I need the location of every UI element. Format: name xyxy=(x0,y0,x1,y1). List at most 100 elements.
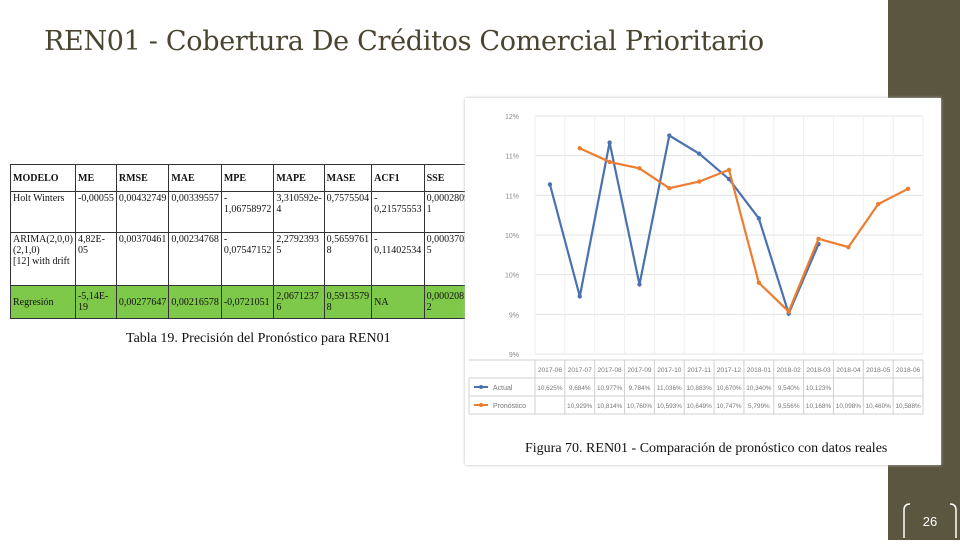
data-label: 10,747% xyxy=(716,403,742,410)
table-header-cell: ME xyxy=(75,164,117,192)
data-label: 10,670% xyxy=(716,385,742,392)
data-point xyxy=(577,294,582,299)
data-label: 10,929% xyxy=(567,403,593,410)
y-tick-label: 11% xyxy=(506,154,520,161)
x-tick-label: 2018-01 xyxy=(747,367,772,374)
data-point xyxy=(547,182,553,187)
table-cell: -0,00055 xyxy=(75,191,117,233)
table-cell: -0,0721051 xyxy=(220,285,275,319)
data-point xyxy=(726,167,732,173)
page-brackets xyxy=(903,503,957,538)
data-label: 10,340% xyxy=(746,385,772,392)
data-label: 10,977% xyxy=(597,385,623,392)
precision-table-container: MODELO ME RMSE MAE MPE MAPE MASE ACF1 SSE Holt Wi… xyxy=(10,164,473,319)
table-header-row: MODELO ME RMSE MAE MPE MAPE MASE ACF1 SSE xyxy=(10,164,473,192)
figure-caption: Figura 70. REN01 - Comparación de pronós… xyxy=(525,441,888,456)
table-cell: 0,00339557 xyxy=(168,191,222,233)
table-cell: 0,0002081 2 xyxy=(423,285,473,319)
y-tick-label: 12% xyxy=(505,114,519,121)
x-tick-label: 2017-11 xyxy=(687,367,711,374)
table-header-cell: SSE xyxy=(423,164,473,192)
data-label: 9,784% xyxy=(629,385,651,392)
x-tick-label: 2017-06 xyxy=(538,367,563,374)
precision-table: MODELO ME RMSE MAE MPE MAPE MASE ACF1 SSE Holt Wi… xyxy=(10,164,473,319)
table-caption: Tabla 19. Precisión del Pronóstico para … xyxy=(126,331,391,346)
forecast-chart: 12% 11% 11% 10% 10% 9% 9% 2017-06 2017-07 2017-08… xyxy=(468,114,924,415)
table-cell: 0,00432749 xyxy=(115,191,170,233)
table-row: ARIMA(2,0,0) (2,1,0) [12] with drift 4,82… xyxy=(10,232,473,286)
data-label: 9,684% xyxy=(569,385,591,392)
data-label: 10,649% xyxy=(687,403,713,410)
y-tick-label: 10% xyxy=(505,233,519,240)
table-cell: 2,0671237 6 xyxy=(273,285,325,319)
table-header-cell: MPE xyxy=(220,164,275,192)
data-label: 10,883% xyxy=(687,385,713,392)
legend-marker xyxy=(479,403,483,407)
table-cell: - 0,21575553 xyxy=(371,191,425,233)
table-cell: Holt Winters xyxy=(10,191,76,233)
x-tick-label: 2018-04 xyxy=(836,367,861,374)
data-label: 9,540% xyxy=(778,385,800,392)
data-point xyxy=(696,151,702,156)
table-header-cell: MAPE xyxy=(273,164,325,192)
table-cell: ARIMA(2,0,0) (2,1,0) [12] with drift xyxy=(10,232,76,286)
data-point xyxy=(577,146,582,151)
data-point xyxy=(637,282,642,287)
y-tick-label: 9% xyxy=(509,352,519,359)
x-tick-label: 2017-07 xyxy=(568,367,593,374)
legend-label: Pronóstico xyxy=(493,403,526,410)
table-cell: 0,5659761 8 xyxy=(323,232,373,286)
table-cell: 0,7575504 xyxy=(323,191,373,233)
data-point xyxy=(816,236,821,242)
table-cell: - 1,06758972 xyxy=(220,191,275,233)
data-label: 10,123% xyxy=(806,385,832,392)
table-row: Holt Winters -0,00055 0,00432749 0,00339557… xyxy=(10,191,473,233)
table-cell: 0,00234768 xyxy=(168,232,222,286)
data-point xyxy=(876,201,881,207)
data-point xyxy=(637,166,642,171)
y-tick-label: 11% xyxy=(506,193,520,200)
data-label: 10,593% xyxy=(657,403,683,410)
table-cell: 0,0002809 1 xyxy=(423,191,473,233)
table-cell: NA xyxy=(371,285,425,319)
data-point xyxy=(786,309,791,314)
x-tick-label: 2017-12 xyxy=(717,367,742,374)
x-tick-label: 2017-08 xyxy=(598,367,623,374)
table-header-cell: RMSE xyxy=(115,164,170,192)
data-point xyxy=(607,140,612,145)
x-tick-label: 2018-06 xyxy=(896,367,921,374)
x-tick-label: 2018-03 xyxy=(806,367,831,374)
table-cell: 0,00370461 xyxy=(115,232,170,286)
page-title: REN01 - Cobertura De Créditos Comercial … xyxy=(44,26,764,57)
data-point xyxy=(607,159,612,165)
data-label: 11,036% xyxy=(657,385,682,392)
data-point xyxy=(667,133,672,138)
series-line-forecast xyxy=(579,147,909,314)
data-label: 9,556% xyxy=(778,403,800,410)
table-cell: Regresión xyxy=(10,285,76,319)
table-header-cell: MASE xyxy=(323,164,373,192)
data-point xyxy=(667,186,672,191)
data-label: 10,814% xyxy=(597,403,623,410)
table-cell: 0,00277647 xyxy=(115,285,170,319)
table-header-cell: MAE xyxy=(168,164,222,192)
data-point xyxy=(696,179,702,184)
y-tick-label: 10% xyxy=(505,273,519,280)
data-point xyxy=(756,216,762,221)
page-number-box: 26 xyxy=(902,502,958,540)
table-cell: 3,310592e- 4 xyxy=(273,191,325,233)
figure-panel: 12% 11% 11% 10% 10% 9% 9% 2017-06 2017-07 2017-08… xyxy=(465,98,941,465)
data-point xyxy=(905,186,911,192)
table-header-cell: ACF1 xyxy=(371,164,425,192)
table-cell: 0,5913579 8 xyxy=(323,285,373,319)
table-row: Regresión -5,14E-19 0,00277647 0,00216578 -0… xyxy=(10,285,473,319)
table-cell: - 0,11402534 xyxy=(371,232,425,286)
x-tick-label: 2017-09 xyxy=(627,367,652,374)
table-cell: -5,14E-19 xyxy=(75,285,117,319)
data-point xyxy=(756,280,762,285)
table-cell: - 0,07547152 xyxy=(220,232,275,286)
x-tick-label: 2017-10 xyxy=(657,367,682,374)
series-line-actual xyxy=(548,133,820,317)
legend-label: Actual xyxy=(493,385,513,392)
x-tick-label: 2018-05 xyxy=(866,367,891,374)
